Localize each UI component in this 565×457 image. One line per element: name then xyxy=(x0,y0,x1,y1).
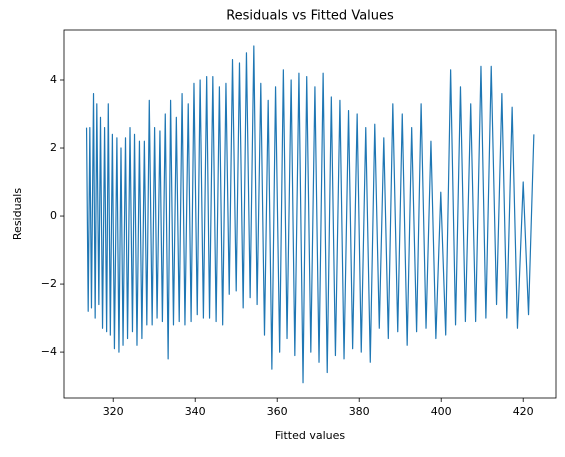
y-tick-label: 4 xyxy=(50,73,57,86)
x-tick-label: 380 xyxy=(349,405,370,418)
y-tick-label: −4 xyxy=(41,345,57,358)
x-tick-label: 400 xyxy=(431,405,452,418)
x-tick-label: 360 xyxy=(267,405,288,418)
x-axis-label: Fitted values xyxy=(275,429,346,442)
y-tick-label: −2 xyxy=(41,277,57,290)
x-tick-label: 320 xyxy=(103,405,124,418)
residual-line xyxy=(85,45,535,384)
x-tick-label: 420 xyxy=(513,405,534,418)
chart-title: Residuals vs Fitted Values xyxy=(226,9,394,24)
y-tick-label: 2 xyxy=(50,141,57,154)
y-axis-label: Residuals xyxy=(11,188,24,240)
x-tick-label: 340 xyxy=(185,405,206,418)
y-tick-label: 0 xyxy=(50,209,57,222)
plot-frame xyxy=(63,29,557,399)
